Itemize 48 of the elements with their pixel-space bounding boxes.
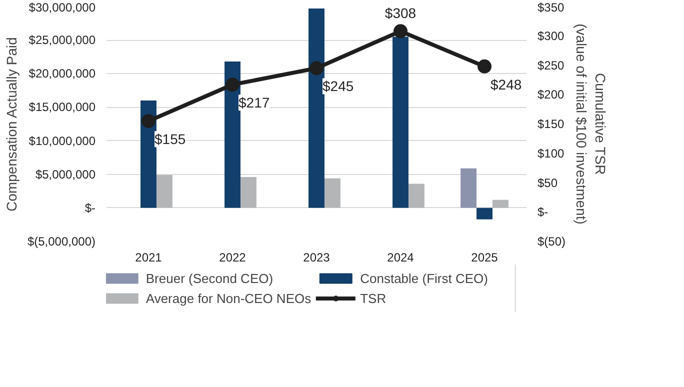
point [478, 59, 492, 74]
bar [224, 62, 240, 208]
data-label: $308 [384, 5, 416, 22]
y2-tick-label: $200 [538, 88, 565, 102]
y2-tick-label: $100 [538, 146, 565, 160]
point [310, 61, 324, 76]
y-tick-label: $25,000,000 [28, 33, 96, 48]
y2-tick-label: $- [538, 205, 548, 220]
data-label: $245 [322, 78, 354, 94]
point [226, 78, 240, 92]
bar [492, 200, 508, 208]
point [394, 24, 408, 38]
data-label: $217 [238, 94, 270, 111]
data-label: $248 [490, 76, 522, 92]
y-tick-label: $(5,000,000) [27, 234, 96, 248]
bar [156, 175, 172, 208]
y-tick-label: $20,000,000 [28, 66, 96, 81]
data-label: $155 [154, 131, 186, 148]
y2-tick-label: $350 [538, 0, 565, 14]
bar [240, 177, 256, 208]
legend-label: Constable (First CEO) [360, 270, 489, 286]
y-tick-label: $30,000,000 [28, 0, 96, 14]
x-tick-label: 2021 [135, 250, 162, 264]
bar [460, 168, 477, 208]
bar [308, 8, 324, 208]
bar [392, 36, 408, 208]
point [142, 114, 156, 128]
y2-tick-label: $300 [538, 28, 565, 43]
x-tick-label: 2023 [303, 250, 330, 264]
y2-tick-label: $(50) [538, 234, 566, 248]
y2-tick-label: $250 [538, 58, 565, 72]
legend-label: Breuer (Second CEO) [146, 270, 274, 286]
y-axis-title: Compensation Actually Paid [3, 37, 20, 212]
bar [324, 178, 340, 208]
y-tick-label: $10,000,000 [28, 134, 96, 148]
legend-label: TSR [360, 290, 388, 306]
x-tick-label: 2022 [219, 250, 246, 264]
x-tick-label: 2024 [387, 250, 414, 264]
x-tick-label: 2025 [471, 250, 498, 264]
bar [476, 208, 492, 220]
bar [408, 184, 424, 208]
y2-axis-title: Cumulative TSR (value of initial $100 investment) [574, 24, 609, 224]
y-tick-label: $5,000,000 [35, 167, 96, 182]
y-tick-label: $- [84, 200, 96, 215]
y2-tick-label: $50 [538, 176, 558, 190]
y2-tick-label: $150 [538, 117, 565, 131]
legend-label: Average for Non-CEO NEOs [146, 290, 312, 306]
y-tick-label: $15,000,000 [28, 100, 96, 114]
